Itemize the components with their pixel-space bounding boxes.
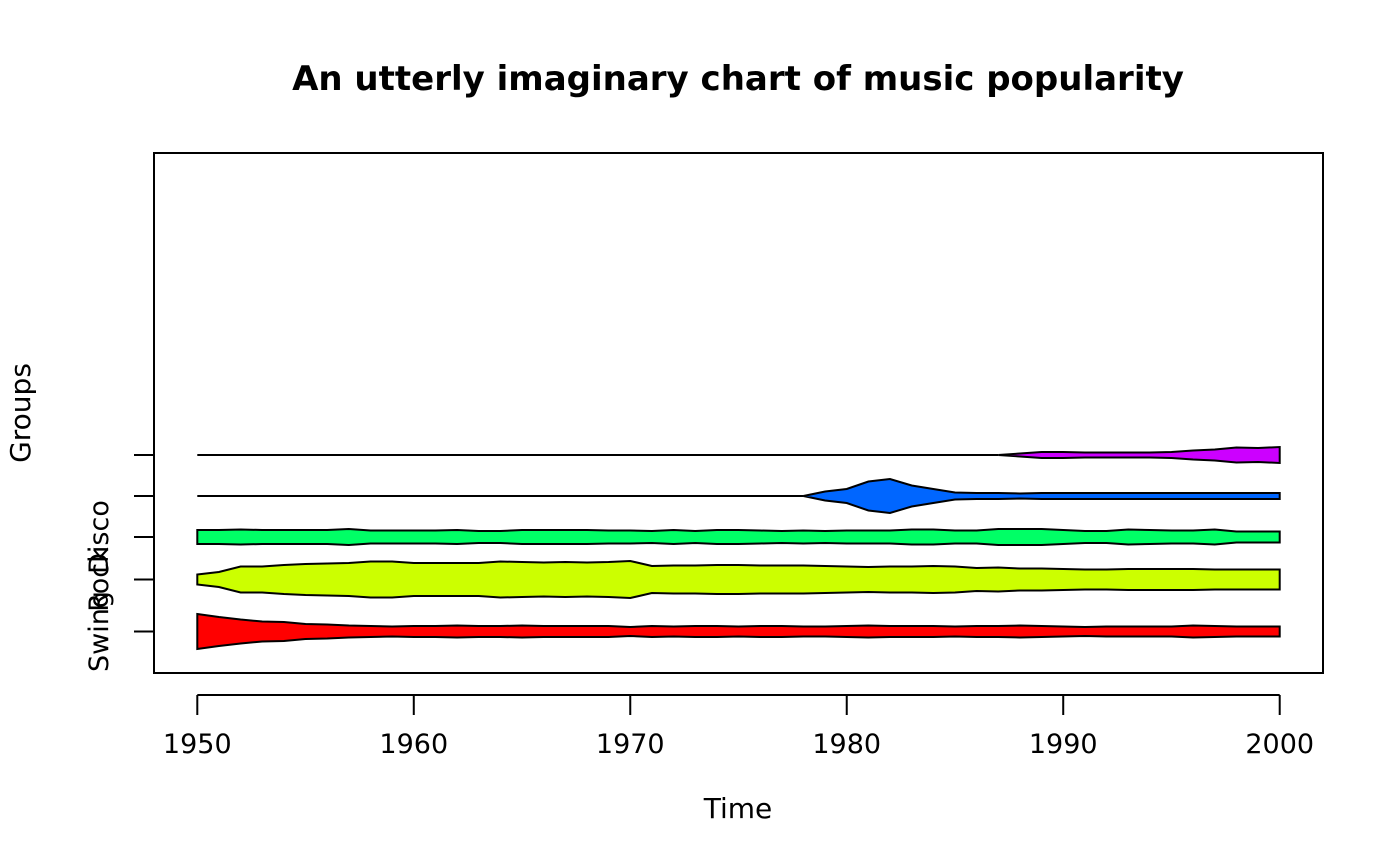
y-tick-label: Disco xyxy=(84,500,115,574)
y-tick-label: Rock xyxy=(84,547,115,612)
x-tick-label: 1970 xyxy=(596,729,665,760)
series-band-grunge xyxy=(998,445,1281,465)
x-tick-label: 1990 xyxy=(1029,729,1098,760)
x-axis-label: Time xyxy=(703,792,773,825)
x-tick-label: 1950 xyxy=(163,729,232,760)
series-band-swing xyxy=(196,612,1281,651)
series-band-rock xyxy=(196,559,1281,600)
bands-group xyxy=(196,445,1281,651)
y-tick-label: Swing xyxy=(84,591,115,672)
series-band-disco xyxy=(803,477,1281,515)
plot-frame xyxy=(153,152,1324,674)
x-tick-label: 1980 xyxy=(812,729,881,760)
x-tick-label: 1960 xyxy=(379,729,448,760)
x-tick-label: 2000 xyxy=(1245,729,1314,760)
chart-title: An utterly imaginary chart of music popu… xyxy=(292,59,1184,99)
series-band-pop xyxy=(196,527,1281,547)
y-axis-label: Groups xyxy=(4,363,37,463)
x-axis: 1950 1960 1970 1980 1990 2000 xyxy=(163,694,1314,760)
